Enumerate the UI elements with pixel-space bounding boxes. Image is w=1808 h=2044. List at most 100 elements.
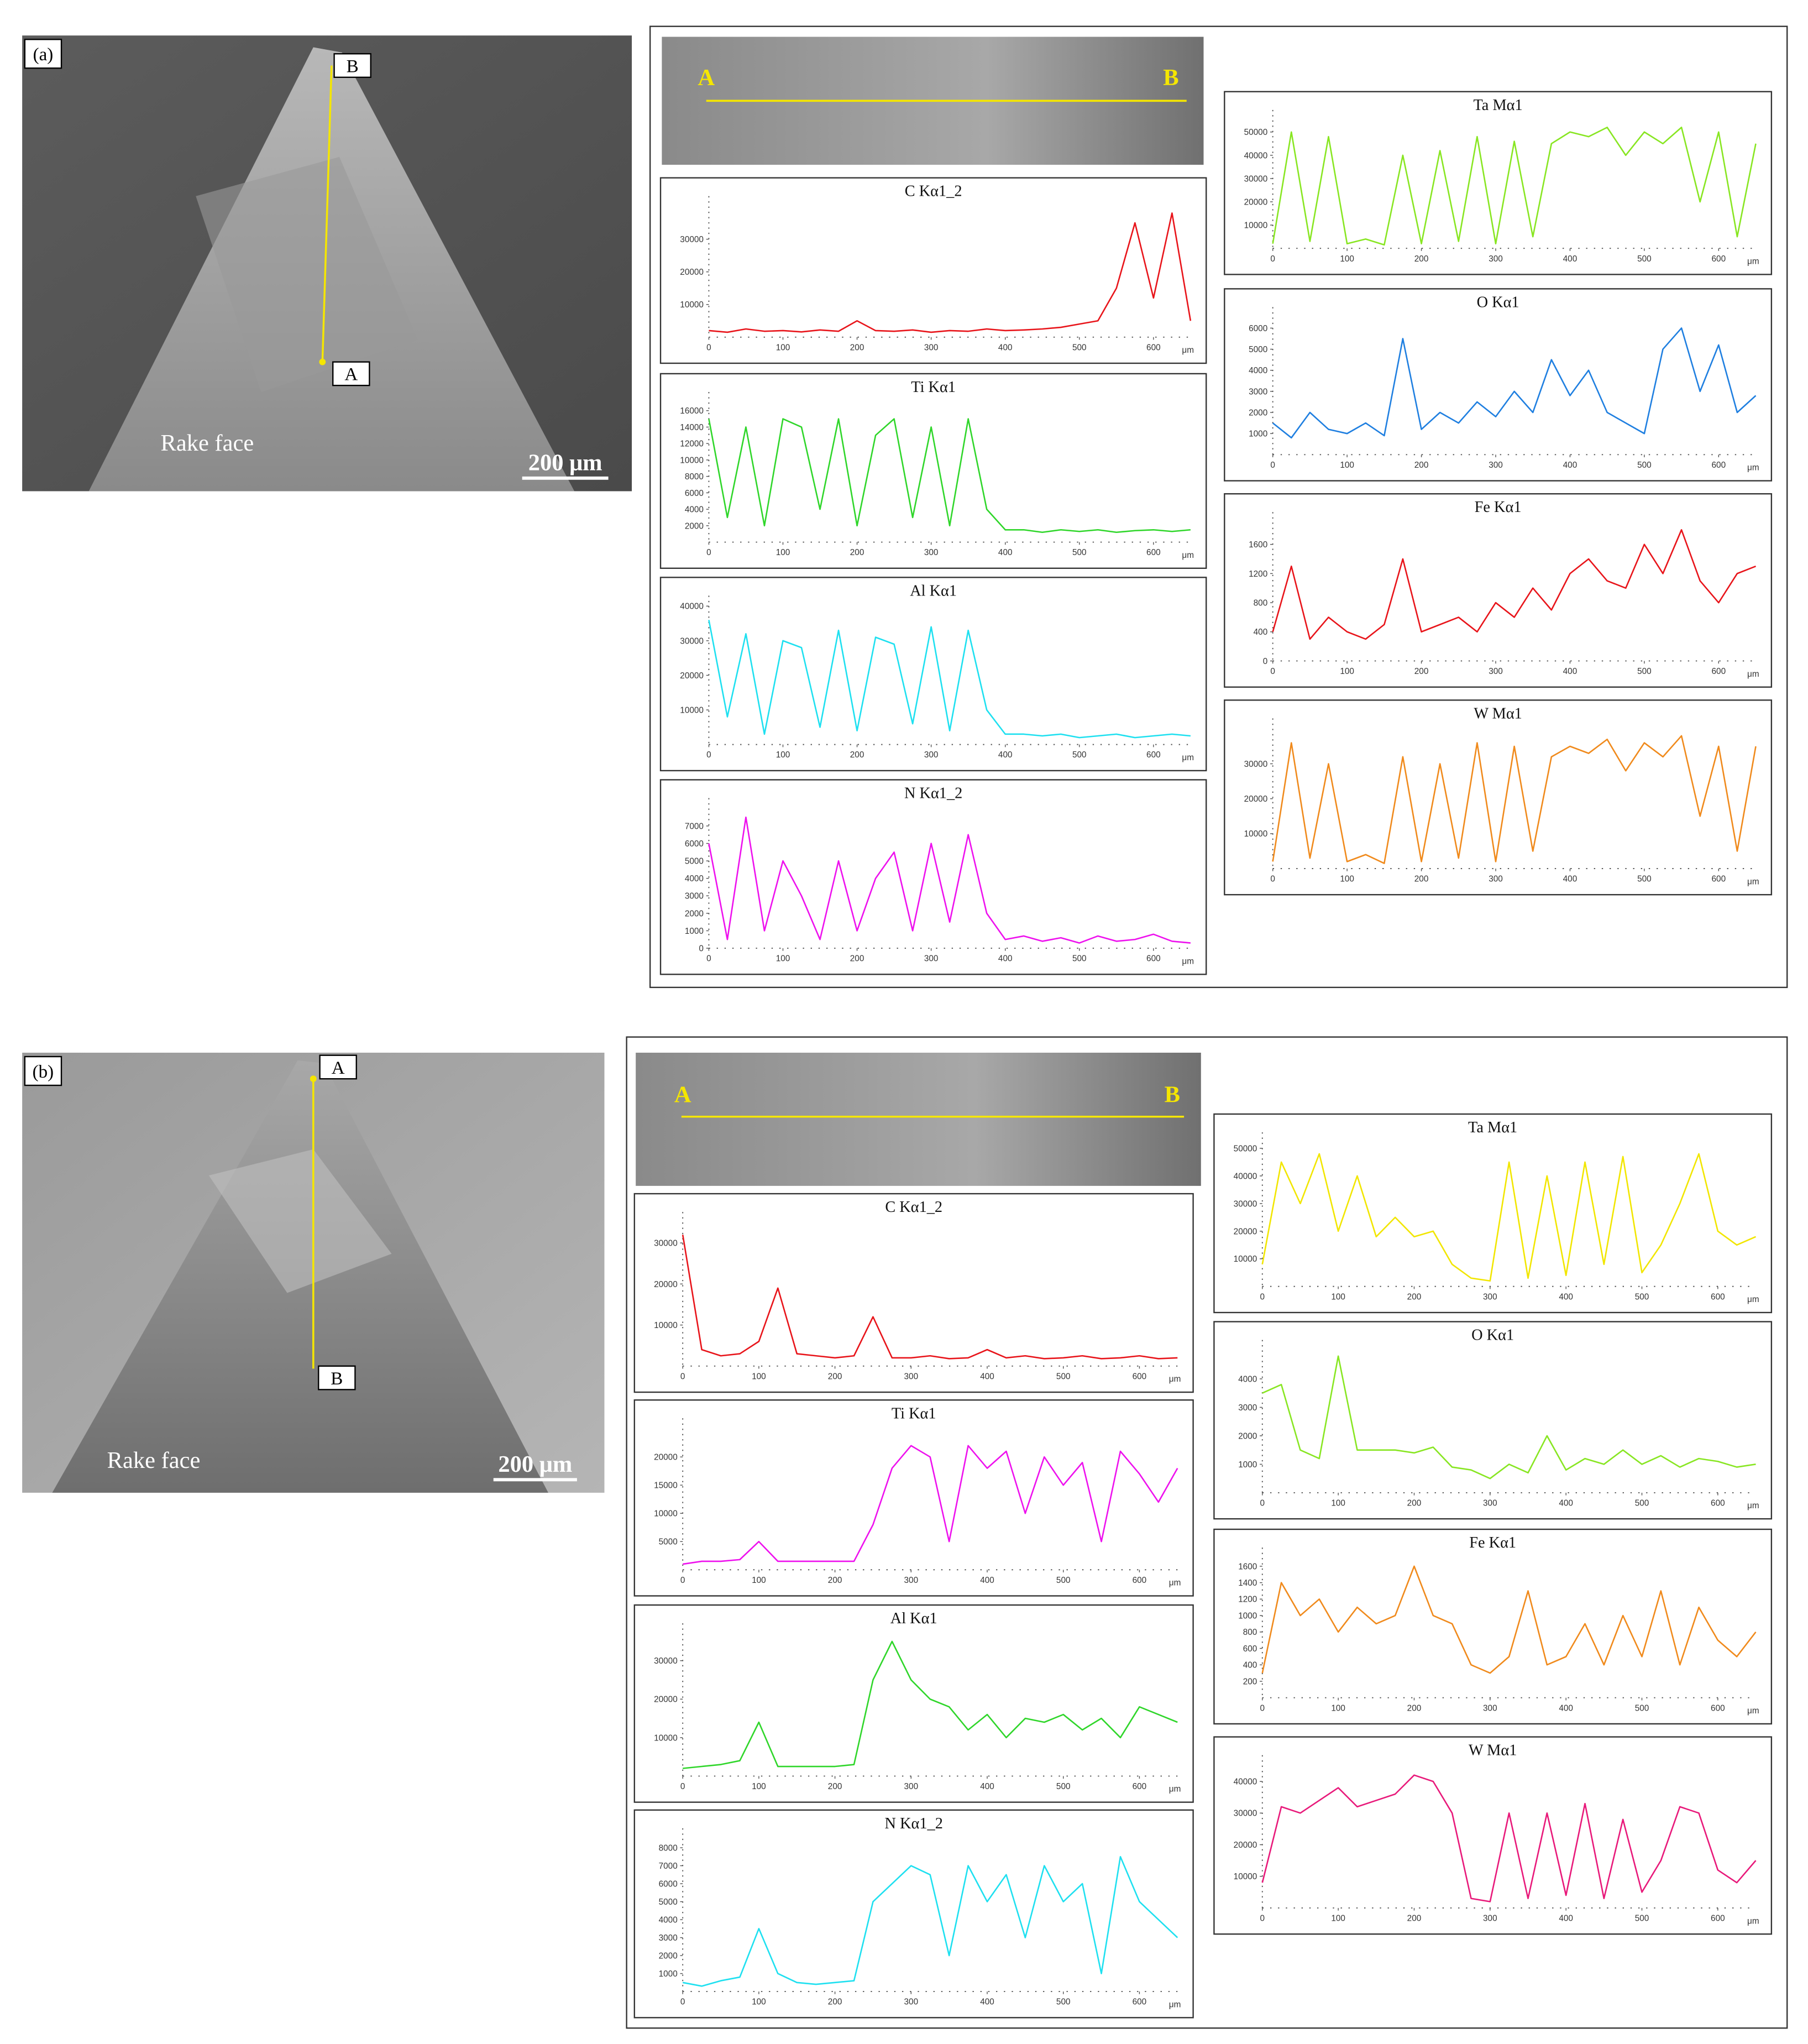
- frame: [649, 25, 1788, 989]
- eds-chart: Ta Mα1 0 100 200 300 400 500 600 10000 20000 30000…: [1224, 91, 1773, 275]
- x-tick-label: 500: [1056, 1372, 1071, 1381]
- x-axis-unit: μm: [1747, 463, 1759, 473]
- x-tick-label: 500: [1635, 1703, 1649, 1713]
- data-line: [1261, 1774, 1757, 1902]
- x-tick-label: 100: [1340, 254, 1354, 264]
- x-tick-label: 400: [1559, 1914, 1573, 1923]
- chart-frame: [1224, 493, 1773, 688]
- x-tick-label: 600: [1146, 343, 1161, 352]
- chart-frame: [1213, 1736, 1773, 1935]
- x-axis-unit: μm: [1747, 1706, 1759, 1716]
- x-tick-label: 500: [1637, 461, 1652, 470]
- data-line: [682, 1445, 1178, 1565]
- x-tick-label: 600: [1712, 254, 1726, 264]
- y-tick-label: 30000: [1244, 174, 1268, 184]
- surface-label: Rake face: [160, 430, 254, 456]
- x-tick-label: 200: [828, 1372, 842, 1381]
- y-tick-label: 6000: [1249, 324, 1267, 333]
- y-tick-label: 20000: [1234, 1227, 1257, 1236]
- y-tick-label: 6000: [685, 489, 704, 498]
- x-tick-label: 500: [1056, 1782, 1071, 1791]
- eds-chart: Ti Kα1 0 100 200 300 400 500 600 5000 10000 15000 2…: [633, 1399, 1194, 1597]
- x-tick-label: 400: [980, 1998, 994, 2007]
- y-tick-label: 2000: [1249, 408, 1267, 417]
- y-tick-label: 6000: [685, 839, 704, 849]
- x-tick-label: 500: [1072, 548, 1087, 557]
- x-tick-label: 100: [1331, 1703, 1345, 1713]
- y-tick-label: 20000: [1244, 794, 1268, 804]
- x-tick-label: 200: [1414, 461, 1429, 470]
- y-tick-label: 0: [699, 944, 704, 953]
- x-tick-label: 400: [998, 954, 1013, 964]
- panel-label: (b): [33, 1062, 54, 1082]
- chart-title: W Mα1: [1469, 1742, 1517, 1759]
- x-axis-unit: μm: [1169, 1374, 1181, 1384]
- eds-chart: N Kα1_2 0 100 200 300 400 500 600 1000 2000 3000 40…: [633, 1809, 1194, 2019]
- y-tick-label: 400: [1254, 628, 1268, 637]
- x-axis-unit: μm: [1747, 1501, 1759, 1510]
- x-tick-label: 500: [1072, 750, 1087, 760]
- x-axis-unit: μm: [1182, 346, 1194, 355]
- y-tick-label: 1000: [1238, 1460, 1257, 1470]
- x-axis-unit: μm: [1182, 551, 1194, 560]
- data-line: [1261, 1565, 1757, 1674]
- x-tick-label: 500: [1056, 1576, 1071, 1585]
- x-tick-label: 200: [850, 954, 864, 964]
- y-tick-label: 20000: [1234, 1841, 1257, 1850]
- eds-chart: Ti Kα1 0 100 200 300 400 500 600 2000 4000 6000 800…: [659, 373, 1207, 569]
- y-tick-label: 1600: [1249, 540, 1267, 550]
- x-axis-unit: μm: [1169, 2000, 1181, 2009]
- y-tick-label: 40000: [680, 602, 704, 611]
- chart-frame: [1224, 288, 1773, 482]
- y-tick-label: 4000: [685, 874, 704, 884]
- eds-chart: O Kα1 0 100 200 300 400 500 600 1000 2000 3000 4000…: [1224, 288, 1773, 482]
- x-tick-label: 100: [776, 954, 790, 964]
- x-tick-label: 100: [752, 1372, 766, 1381]
- x-axis-unit: μm: [1747, 1295, 1759, 1304]
- chart-frame: [659, 779, 1207, 975]
- chart-title: N Kα1_2: [904, 785, 962, 802]
- eds-chart: N Kα1_20 100 200 300 400 500 60001000200030004…: [659, 779, 1207, 975]
- x-tick-label: 600: [1711, 1499, 1725, 1508]
- x-tick-label: 300: [904, 1576, 919, 1585]
- x-tick-label: 500: [1635, 1914, 1649, 1923]
- x-axis-unit: μm: [1169, 1785, 1181, 1794]
- chart-title: Al Kα1: [910, 582, 957, 599]
- y-tick-label: 2000: [685, 909, 704, 918]
- x-tick-label: 0: [680, 1998, 685, 2007]
- x-tick-label: 200: [850, 750, 864, 760]
- x-tick-label: 300: [924, 548, 939, 557]
- x-tick-label: 200: [1414, 254, 1429, 264]
- point-label: A: [344, 365, 358, 385]
- frame: [626, 1036, 1788, 2029]
- x-tick-label: 100: [1340, 875, 1354, 884]
- x-tick-label: 300: [904, 1372, 919, 1381]
- x-tick-label: 200: [1407, 1703, 1422, 1713]
- eds-chart: Fe Kα1 0 100 200 300 400 500 600 200 400 600 800 100…: [1213, 1528, 1773, 1725]
- y-tick-label: 1000: [1249, 430, 1267, 439]
- data-line: [1262, 1355, 1756, 1480]
- y-tick-label: 2000: [1238, 1431, 1257, 1441]
- x-tick-label: 100: [752, 1998, 766, 2007]
- x-tick-label: 300: [1489, 254, 1503, 264]
- y-tick-label: 30000: [1244, 760, 1268, 769]
- y-tick-label: 14000: [680, 423, 704, 432]
- x-tick-label: 100: [752, 1782, 766, 1791]
- x-tick-label: 0: [706, 954, 711, 964]
- y-tick-label: 7000: [685, 822, 704, 831]
- x-tick-label: 400: [1559, 1703, 1573, 1713]
- eds-chart: Ta Mα1 0 100 200 300 400 500 600 10000 20000 30000…: [1213, 1113, 1773, 1314]
- eds-chart: W Mα1 0 100 200 300 400 500 600 10000 20000 30000 μ…: [1224, 699, 1773, 896]
- chart-frame: [659, 577, 1207, 772]
- x-axis-unit: μm: [1747, 1916, 1759, 1926]
- y-tick-label: 20000: [654, 1280, 678, 1289]
- y-tick-label: 1200: [1238, 1595, 1257, 1604]
- y-tick-label: 50000: [1234, 1144, 1257, 1153]
- point-label: B: [331, 1369, 343, 1389]
- y-tick-label: 200: [1243, 1677, 1257, 1686]
- data-line: [1272, 127, 1757, 246]
- x-tick-label: 400: [980, 1372, 994, 1381]
- x-tick-label: 300: [1489, 461, 1503, 470]
